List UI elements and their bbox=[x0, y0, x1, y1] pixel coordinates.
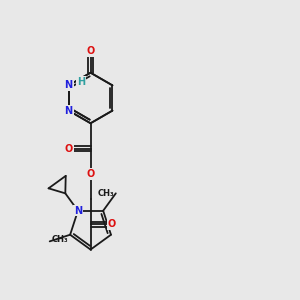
Text: CH₃: CH₃ bbox=[51, 236, 68, 244]
Text: O: O bbox=[86, 46, 95, 56]
Text: H: H bbox=[77, 77, 85, 87]
Text: N: N bbox=[64, 80, 73, 90]
Text: N: N bbox=[74, 206, 82, 216]
Text: N: N bbox=[64, 106, 73, 116]
Text: O: O bbox=[86, 169, 95, 179]
Text: O: O bbox=[108, 219, 116, 229]
Text: O: O bbox=[65, 143, 73, 154]
Text: CH₃: CH₃ bbox=[98, 189, 114, 198]
